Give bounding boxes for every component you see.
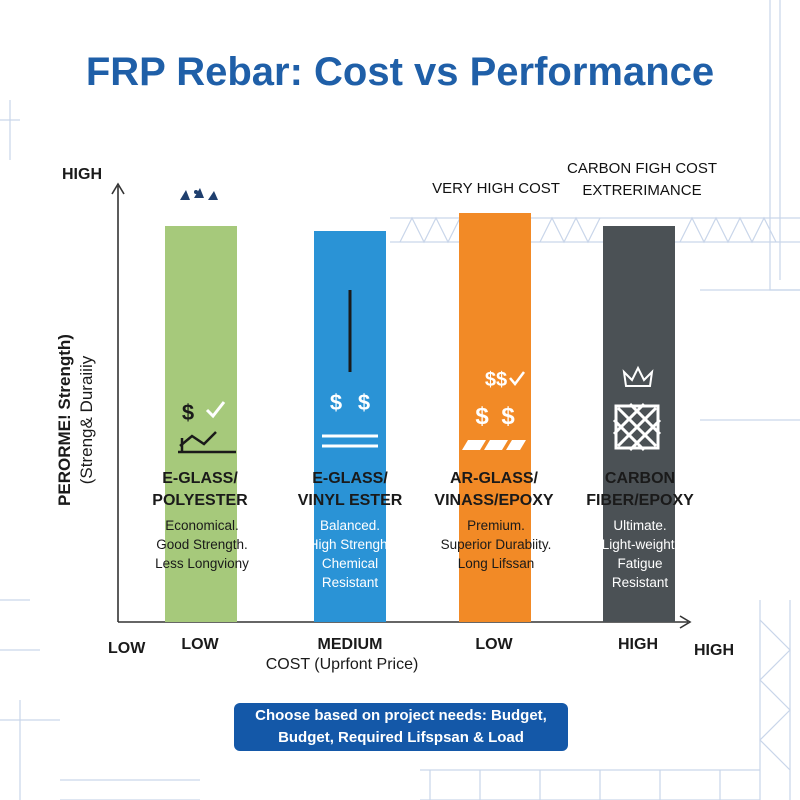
bar-4-name-line1: CARBON	[604, 470, 676, 487]
bar-3-desc-line3: Long Lifssan	[457, 556, 535, 571]
bar-4-desc-line3: Fatigue	[617, 556, 663, 571]
bar-4-name-line2: FIBER/EPOXY	[586, 492, 694, 509]
bar-1-name: E-GLASS/ POLYESTER	[120, 468, 280, 512]
recommendation-banner: Choose based on project needs: Budget, B…	[234, 703, 568, 751]
bar-2-name-line2: VINYL ESTER	[297, 492, 403, 509]
bar-2-name-line1: E-GLASS/	[312, 470, 388, 487]
bar-1-description: Economical. Good Strength. Less Longvion…	[122, 516, 282, 573]
bar-4-desc-line1: Ultimate.	[613, 518, 667, 533]
bar-2-description: Balanced. High Strengh. Chemical Resista…	[270, 516, 430, 592]
x-axis-low-label: LOW	[108, 640, 146, 657]
chart-title: FRP Rebar: Cost vs Performance	[85, 50, 715, 94]
banner-line1: Choose based on project needs: Budget,	[255, 707, 547, 724]
bar-4-name: CARBON FIBER/EPOXY	[560, 468, 720, 512]
bar-3-name: AR-GLASS/ VINASS/EPOXY	[414, 468, 574, 512]
x-axis-arrow	[679, 615, 692, 629]
bar-2-desc-line4: Resistant	[321, 575, 379, 590]
x-axis-title: COST (Uprfont Price)	[265, 656, 419, 673]
bar-1-desc-line3: Less Longviony	[155, 556, 249, 571]
bar-1-desc-line1: Economical.	[165, 518, 239, 533]
bar-2-desc-line2: High Strengh.	[308, 537, 392, 552]
bar-2-name: E-GLASS/ VINYL ESTER	[270, 468, 430, 512]
bar-1-desc-line2: Good Strength.	[156, 537, 248, 552]
bar-1	[165, 226, 237, 622]
bar-3-name-line1: AR-GLASS/	[450, 470, 538, 487]
cost-tick-2: MEDIUM	[317, 636, 383, 653]
bar-3-desc-line1: Premium.	[467, 518, 525, 533]
cost-tick-3: LOW	[475, 636, 513, 653]
bar-1-name-line2: POLYESTER	[152, 492, 248, 509]
bar-3-desc-line2: Superior Durabiity.	[440, 537, 552, 552]
bar-3-description: Premium. Superior Durabiity. Long Lifssa…	[416, 516, 576, 573]
bar-3-top-label: VERY HIGH COST	[432, 180, 560, 197]
y-axis-arrow	[111, 182, 125, 195]
cost-tick-4: HIGH	[618, 636, 658, 653]
bar-4-desc-line2: Light-weight.	[601, 537, 679, 552]
banner-line2: Budget, Required Lifspsan & Load	[278, 729, 524, 746]
y-axis-high-label: HIGH	[62, 166, 102, 183]
y-axis-label-line1: PERORME! Strength)	[55, 334, 74, 506]
bar-1-name-line1: E-GLASS/	[162, 470, 238, 487]
x-axis-high-label: HIGH	[694, 642, 734, 659]
bar-4-desc-line4: Resistant	[611, 575, 669, 590]
bar-2-desc-line1: Balanced.	[319, 518, 381, 533]
bar-3	[459, 212, 531, 622]
cost-tick-1: LOW	[181, 636, 219, 653]
bar-2-desc-line3: Chemical	[321, 556, 379, 571]
bar-4-top-label-line1: CARBON FIGH COST	[566, 160, 717, 177]
bar-4-top-label: CARBON FIGH COST EXTRERIMANCE	[552, 158, 732, 202]
y-axis-label-line2: (Streng& Duraiiiy	[77, 355, 96, 485]
bar-4-top-label-line2: EXTRERIMANCE	[582, 182, 702, 199]
bar-4-description: Ultimate. Light-weight. Fatigue Resistan…	[560, 516, 720, 592]
bar-3-name-line2: VINASS/EPOXY	[434, 492, 554, 509]
